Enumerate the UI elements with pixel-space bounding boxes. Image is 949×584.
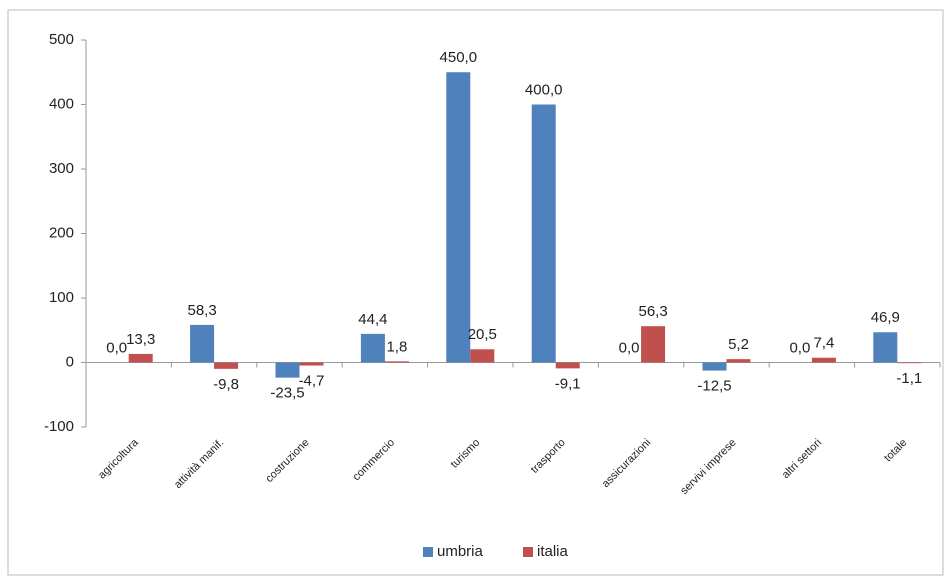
y-tick-label: 200 (49, 224, 74, 241)
bar (811, 357, 836, 363)
data-label: -9,1 (555, 375, 581, 392)
data-label: 400,0 (525, 81, 563, 98)
bar (555, 362, 580, 369)
data-label: 58,3 (187, 302, 216, 319)
data-label: 1,8 (386, 338, 407, 355)
y-tick-label: 400 (49, 95, 74, 112)
y-tick-label: -100 (44, 418, 74, 435)
data-label: 0,0 (619, 339, 640, 356)
data-label: 56,3 (638, 303, 667, 320)
y-tick-label: 100 (49, 289, 74, 306)
legend-swatch (523, 547, 533, 557)
data-label: -9,8 (213, 376, 239, 393)
data-label: 7,4 (813, 335, 834, 352)
bar (641, 326, 666, 363)
legend-swatch (423, 547, 433, 557)
data-label: 46,9 (871, 309, 900, 326)
legend-label: umbria (437, 543, 484, 560)
bar (873, 332, 898, 363)
data-label: 13,3 (126, 331, 155, 348)
y-tick-label: 0 (66, 353, 74, 370)
data-label: 0,0 (106, 339, 127, 356)
data-label: -1,1 (896, 370, 922, 387)
bar (214, 362, 239, 369)
bar (470, 349, 495, 363)
bar (299, 362, 324, 366)
data-label: -12,5 (697, 378, 731, 395)
bar (446, 72, 471, 363)
data-label: 20,5 (468, 326, 497, 343)
legend-label: italia (537, 543, 569, 560)
chart-border (7, 9, 944, 576)
bar (360, 333, 385, 363)
bar (726, 359, 751, 363)
bar (128, 353, 153, 363)
data-label: 0,0 (789, 339, 810, 356)
data-label: -4,7 (299, 373, 325, 390)
bar (702, 362, 727, 371)
data-label: -23,5 (270, 385, 304, 402)
bar (384, 361, 409, 363)
bar (275, 362, 300, 378)
bar (190, 324, 215, 363)
y-tick-label: 500 (49, 31, 74, 48)
y-tick-label: 300 (49, 160, 74, 177)
bar (531, 104, 556, 363)
data-label: 450,0 (440, 49, 478, 66)
bar (897, 362, 922, 364)
data-label: 44,4 (358, 311, 387, 328)
data-label: 5,2 (728, 336, 749, 353)
